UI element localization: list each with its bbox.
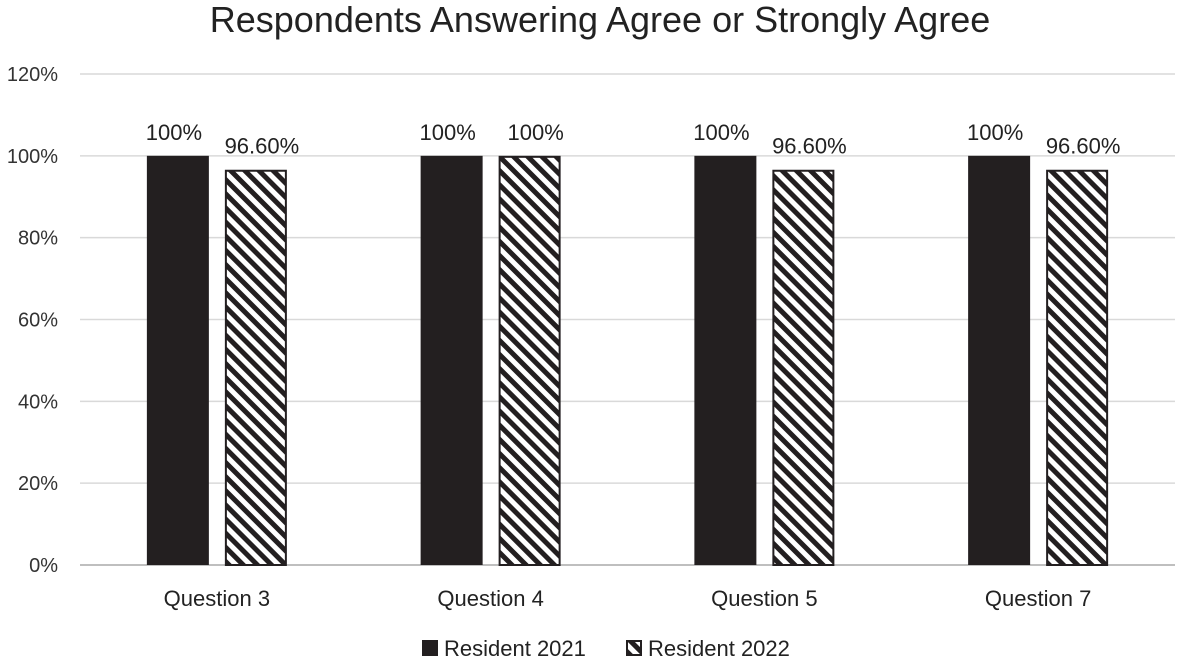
y-tick-label: 40%: [18, 391, 58, 413]
chart-title: Respondents Answering Agree or Strongly …: [209, 0, 991, 40]
data-label: 100%: [967, 120, 1023, 145]
data-label: 96.60%: [225, 134, 300, 159]
bars: [146, 155, 1109, 566]
bar-2: [498, 155, 561, 566]
bar-1: [146, 155, 209, 566]
data-label: 100%: [507, 120, 563, 145]
x-category-label: Question 4: [437, 586, 543, 611]
bar-2: [224, 169, 287, 566]
y-tick-label: 100%: [7, 146, 58, 168]
legend-swatch: [422, 640, 438, 656]
bar-2: [772, 169, 835, 566]
x-category-label: Question 3: [164, 586, 270, 611]
y-tick-label: 80%: [18, 228, 58, 250]
legend: Resident 2021 Resident 2022: [422, 636, 790, 661]
bar-1: [694, 155, 757, 566]
legend-label: Resident 2021: [444, 636, 586, 661]
y-tick-label: 20%: [18, 473, 58, 495]
data-label: 100%: [146, 120, 202, 145]
x-category-label: Question 7: [985, 586, 1091, 611]
data-labels: 100% 96.60% 100% 100% 100% 96.60% 100% 96.60%: [146, 120, 1121, 159]
y-tick-label: 0%: [29, 555, 58, 577]
data-label: 96.60%: [1046, 134, 1121, 159]
y-axis-tick-labels: 0% 20% 40% 60% 80% 100% 120%: [7, 64, 58, 577]
y-tick-label: 60%: [18, 310, 58, 332]
legend-label: Resident 2022: [648, 636, 790, 661]
legend-swatch: [626, 640, 642, 656]
bar-2: [1046, 169, 1109, 566]
data-label: 100%: [693, 120, 749, 145]
data-label: 100%: [419, 120, 475, 145]
x-category-label: Question 5: [711, 586, 817, 611]
y-tick-label: 120%: [7, 64, 58, 86]
bar-1: [968, 155, 1031, 566]
x-axis-category-labels: Question 3 Question 4 Question 5 Question 7: [164, 586, 1092, 611]
bar-1: [420, 155, 483, 566]
data-label: 96.60%: [772, 134, 847, 159]
